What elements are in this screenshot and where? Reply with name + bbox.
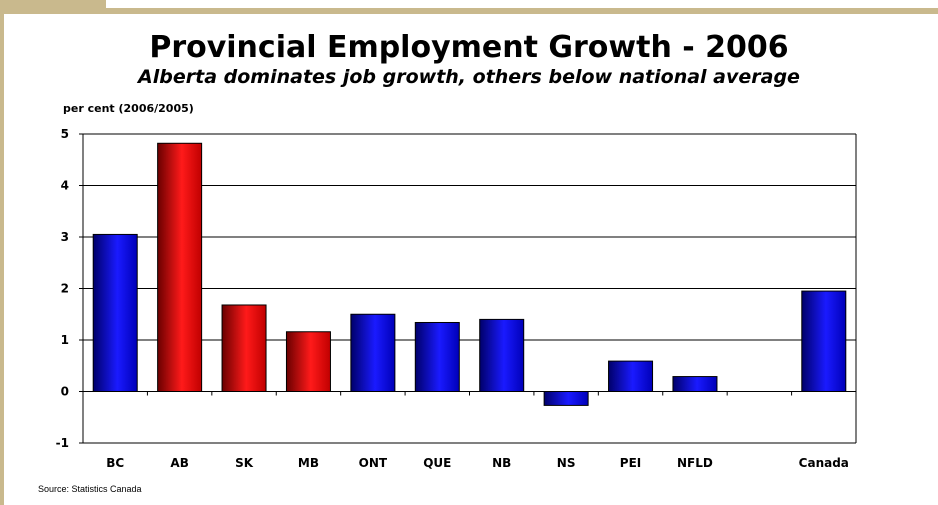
y-tick-label: 3 bbox=[61, 230, 69, 244]
source-note: Source: Statistics Canada bbox=[38, 484, 142, 494]
bar bbox=[672, 376, 718, 393]
x-tick-label: AB bbox=[170, 456, 188, 470]
bar bbox=[285, 331, 331, 393]
bar bbox=[221, 304, 267, 393]
left-rule bbox=[0, 14, 4, 505]
x-tick-label: NB bbox=[492, 456, 511, 470]
y-axis-label: per cent (2006/2005) bbox=[63, 102, 194, 115]
y-tick-label: 4 bbox=[61, 179, 69, 193]
x-tick-label: Canada bbox=[799, 456, 849, 470]
chart-subtitle: Alberta dominates job growth, others bel… bbox=[138, 66, 800, 88]
bar bbox=[543, 391, 589, 406]
gridlines bbox=[83, 133, 856, 444]
bar bbox=[801, 290, 847, 393]
x-tick-label: QUE bbox=[423, 456, 451, 470]
x-tick-label: ONT bbox=[359, 456, 388, 470]
bar bbox=[608, 360, 654, 392]
y-tick-label: 2 bbox=[61, 282, 69, 296]
y-tick-label: -1 bbox=[56, 436, 69, 450]
x-tick-label: NS bbox=[557, 456, 576, 470]
x-tick-label: NFLD bbox=[677, 456, 713, 470]
y-tick-labels: -1 0 1 2 3 4 5 bbox=[56, 127, 69, 450]
y-tick-label: 5 bbox=[61, 127, 69, 141]
x-tick-label: MB bbox=[298, 456, 319, 470]
x-tick-label: PEI bbox=[620, 456, 641, 470]
bars bbox=[92, 142, 847, 406]
y-tick-label: 0 bbox=[61, 385, 69, 399]
x-tick-label: BC bbox=[106, 456, 124, 470]
chart-title: Provincial Employment Growth - 2006 bbox=[149, 30, 789, 65]
bar bbox=[414, 321, 460, 392]
bar bbox=[350, 313, 396, 392]
x-tick-label: SK bbox=[235, 456, 254, 470]
top-rule bbox=[106, 8, 938, 14]
y-tick-label: 1 bbox=[61, 333, 69, 347]
x-tick-labels: BC AB SK MB ONT QUE NB NS PEI NFLD Canada bbox=[106, 456, 849, 470]
bar bbox=[479, 318, 525, 392]
axes bbox=[79, 133, 857, 444]
corner-tab bbox=[0, 0, 106, 14]
bar bbox=[157, 142, 203, 392]
bar bbox=[92, 233, 138, 392]
